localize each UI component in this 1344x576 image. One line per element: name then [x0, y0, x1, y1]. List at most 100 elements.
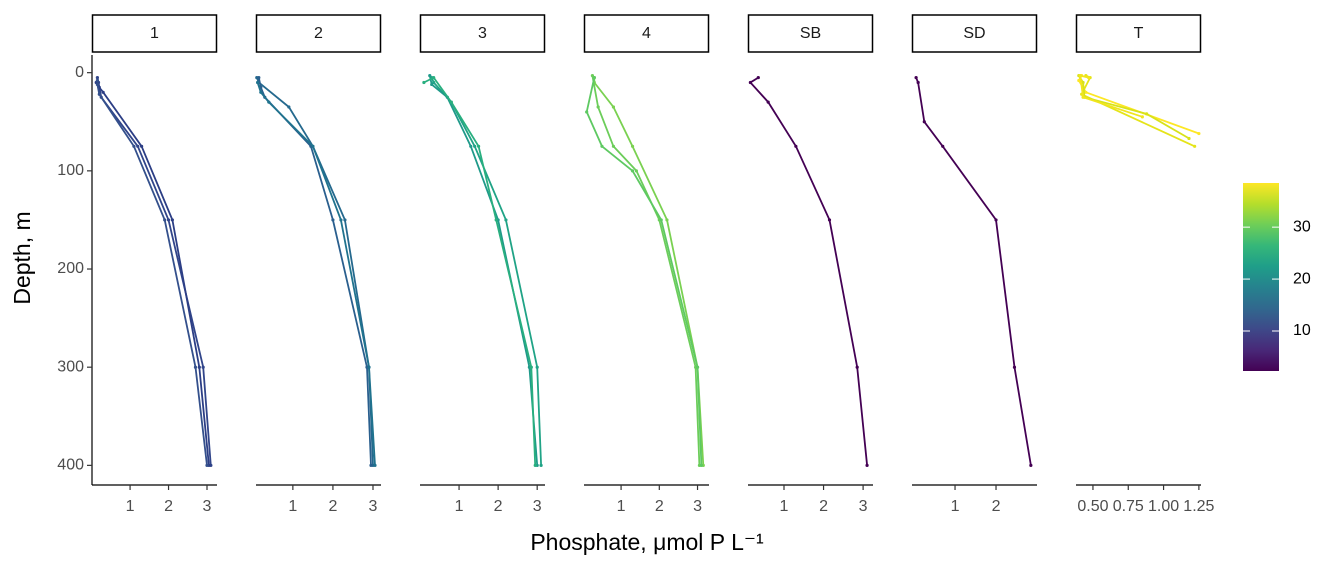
- point: [914, 75, 918, 80]
- colorbar-label: 10: [1293, 322, 1311, 339]
- point: [473, 144, 477, 148]
- profile-line: [585, 77, 703, 466]
- x-tick-label: 3: [533, 498, 542, 515]
- profile-line: [256, 82, 376, 466]
- profile-line: [915, 77, 1032, 466]
- point: [1081, 80, 1085, 85]
- point: [1081, 95, 1085, 99]
- point: [339, 218, 343, 222]
- x-tick-label: 3: [369, 498, 378, 515]
- profile-line: [428, 75, 539, 466]
- point: [1077, 78, 1081, 83]
- point: [611, 105, 616, 109]
- point: [432, 80, 436, 85]
- x-tick-label: 2: [328, 498, 337, 515]
- point: [539, 463, 543, 467]
- point: [596, 105, 600, 109]
- x-tick-label: 2: [992, 498, 1001, 515]
- point: [865, 463, 869, 467]
- x-tick-label: 1: [780, 498, 789, 515]
- point: [1078, 74, 1082, 78]
- strip-label: T: [1134, 25, 1144, 42]
- profile-line: [1078, 75, 1190, 140]
- point: [494, 218, 498, 222]
- x-tick-label: 0.75: [1113, 498, 1144, 515]
- profile-line: [423, 76, 537, 466]
- profile-line: [96, 77, 212, 466]
- point: [432, 75, 436, 80]
- strip-label: SD: [963, 25, 985, 42]
- point: [1012, 365, 1017, 369]
- point: [132, 144, 136, 148]
- x-tick-label: 2: [494, 498, 503, 515]
- x-tick-label: 3: [693, 498, 702, 515]
- strip-label: 4: [642, 25, 651, 42]
- profile-line: [255, 77, 374, 466]
- point: [428, 74, 432, 78]
- strip: [911, 14, 1038, 53]
- point: [101, 90, 105, 94]
- point: [430, 82, 434, 87]
- point: [941, 144, 945, 148]
- point: [163, 218, 167, 222]
- point: [756, 75, 760, 80]
- y-tick-label: 300: [57, 358, 84, 375]
- point: [535, 365, 539, 369]
- profile-line: [430, 77, 542, 466]
- point: [205, 463, 209, 467]
- point: [748, 80, 752, 85]
- point: [97, 92, 101, 96]
- x-tick-label: 1: [951, 498, 960, 515]
- point: [256, 80, 260, 85]
- x-tick-label: 1: [126, 498, 135, 515]
- point: [201, 365, 205, 369]
- strip: [255, 14, 382, 53]
- strip: [91, 14, 218, 53]
- point: [529, 365, 533, 369]
- point: [665, 218, 669, 222]
- point: [916, 80, 920, 85]
- point: [855, 365, 859, 369]
- point: [422, 80, 426, 85]
- point: [331, 218, 335, 222]
- point: [1084, 90, 1088, 94]
- colorbar-label: 30: [1293, 218, 1311, 235]
- strip-label: 3: [478, 25, 487, 42]
- point: [1197, 131, 1201, 136]
- point: [1193, 144, 1197, 148]
- point: [533, 463, 537, 467]
- point: [287, 105, 291, 109]
- point: [367, 365, 371, 369]
- point: [590, 74, 595, 78]
- point: [95, 78, 99, 83]
- point: [197, 365, 201, 369]
- strip-label: 1: [150, 25, 159, 42]
- point: [695, 365, 700, 369]
- point: [373, 463, 377, 467]
- point: [600, 144, 604, 148]
- point: [504, 218, 508, 222]
- y-axis-title: Depth, m: [9, 211, 35, 304]
- point: [1140, 115, 1144, 119]
- point: [592, 75, 596, 80]
- point: [259, 90, 263, 94]
- x-tick-label: 2: [655, 498, 664, 515]
- point: [585, 110, 589, 114]
- x-tick-label: 3: [859, 498, 868, 515]
- strip-label: SB: [800, 25, 821, 42]
- point: [827, 218, 832, 222]
- point: [766, 100, 770, 104]
- point: [95, 75, 99, 80]
- point: [170, 218, 174, 222]
- point: [476, 144, 481, 148]
- strip-label: 2: [314, 25, 323, 42]
- profile-line: [1077, 75, 1200, 135]
- colorbar: [1243, 183, 1279, 371]
- point: [1187, 136, 1191, 141]
- x-tick-label: 1.25: [1183, 498, 1214, 515]
- point: [1145, 112, 1149, 116]
- y-tick-label: 200: [57, 260, 84, 277]
- x-tick-label: 0.50: [1077, 498, 1108, 515]
- point: [193, 365, 198, 369]
- profile-line: [95, 82, 210, 466]
